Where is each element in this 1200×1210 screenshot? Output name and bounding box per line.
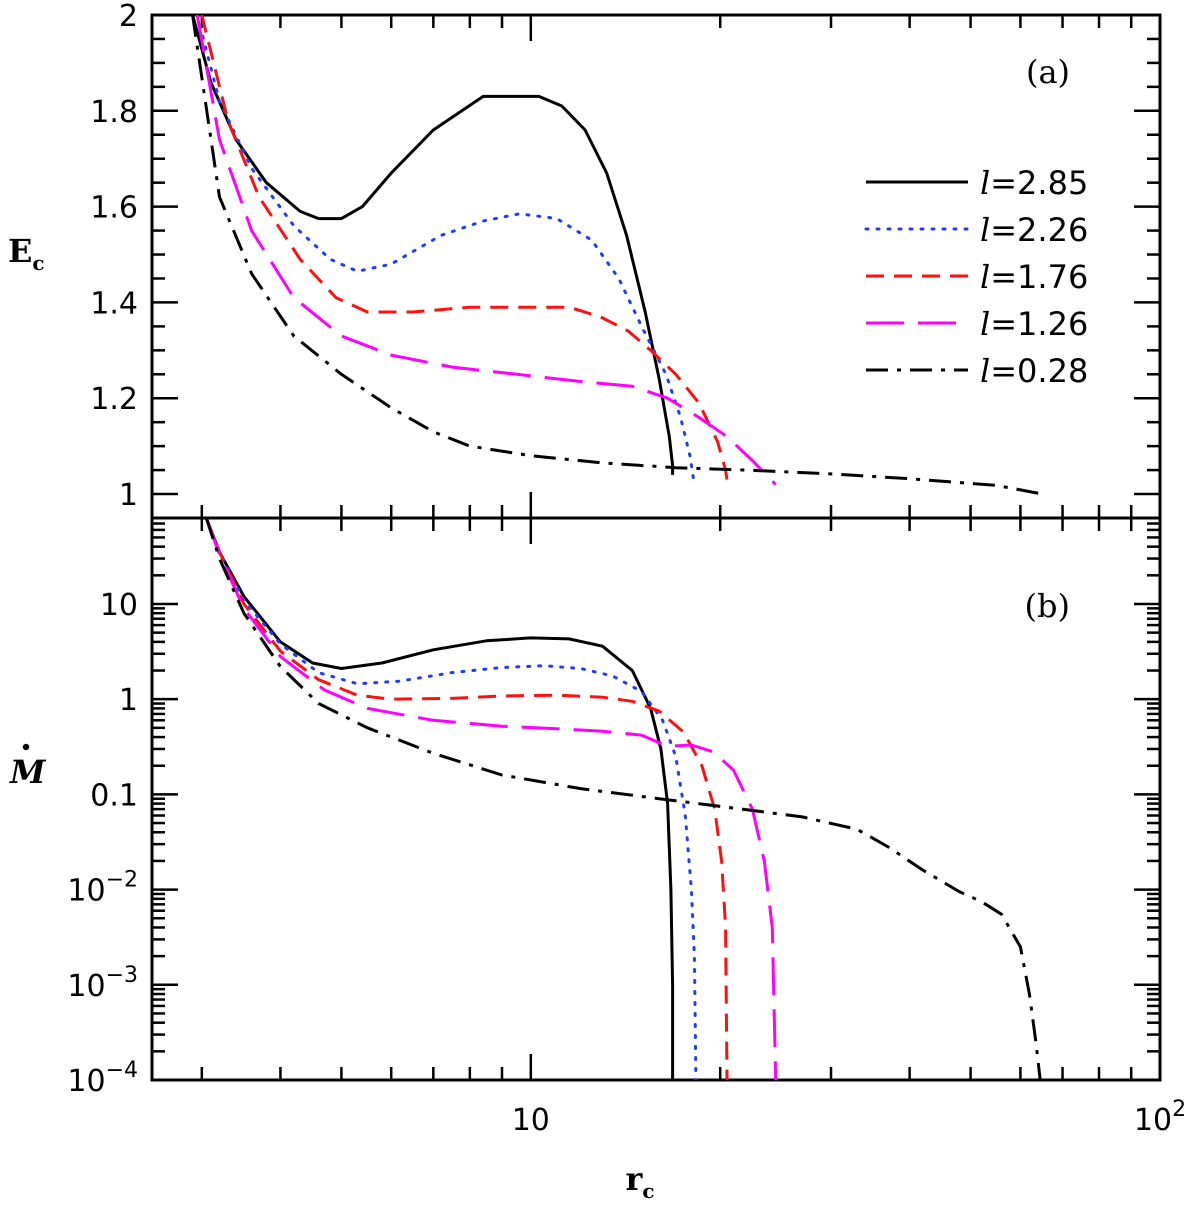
series-line-l-2-26 (204, 518, 698, 1080)
y-axis-title-a: Ec (8, 232, 45, 275)
y-tick-label: 10−2 (67, 868, 138, 909)
series-line-l-0-28 (204, 518, 1042, 1080)
panel-a: 1 1.2 1.4 1.6 1.8 2 (a) Ec (8, 0, 1162, 520)
panel-label: (a) (1026, 53, 1070, 91)
y-tick-label: 10 (100, 588, 138, 623)
series-line-l-1-76 (204, 518, 729, 1080)
y-tick-label: 1.2 (90, 382, 138, 417)
legend-label: l=2.85 (980, 164, 1088, 202)
legend-label: l=2.26 (980, 211, 1088, 249)
y-tick-label: 1.6 (90, 191, 138, 226)
y-tick-label: 10−3 (67, 963, 138, 1004)
panel-b: 10−4 10−3 10−2 0.1 1 10 (b) M (9, 516, 1162, 1099)
legend-label: l=1.76 (980, 258, 1088, 296)
mdot-accent (22, 743, 30, 751)
y-tick-label: 1.4 (90, 286, 138, 321)
y-tick-label: 10−4 (67, 1058, 138, 1099)
x-tick-label: 10 (512, 1103, 550, 1138)
y-tick-label: 1 (119, 683, 138, 718)
panel-label: (b) (1025, 587, 1070, 625)
y-tick-label: 2 (119, 0, 138, 34)
x-axis-title: rc (625, 1160, 654, 1203)
y-tick-label: 1.8 (90, 95, 138, 130)
series-line-l-2-26 (195, 15, 696, 486)
x-tick-label: 102 (1134, 1097, 1186, 1138)
y-axis-title-b: M (9, 753, 47, 791)
series-line-l-1-26 (204, 518, 778, 1080)
y-tick-label: 0.1 (90, 778, 138, 813)
series-line-l-1-76 (200, 15, 730, 490)
series-line-l-0-28 (191, 15, 1043, 496)
legend: l=2.85 l=2.26 l=1.76 l=1.26 l=0.28 (864, 164, 1088, 390)
legend-label: l=1.26 (980, 305, 1088, 343)
series-line-l-2-85 (191, 15, 675, 475)
series-line-l-1-26 (195, 15, 777, 486)
y-tick-label: 1 (119, 478, 138, 513)
x-axis-labels: 10 102 rc (512, 1097, 1186, 1203)
series-line-l-2-85 (204, 518, 675, 1080)
legend-label: l=0.28 (980, 352, 1088, 390)
